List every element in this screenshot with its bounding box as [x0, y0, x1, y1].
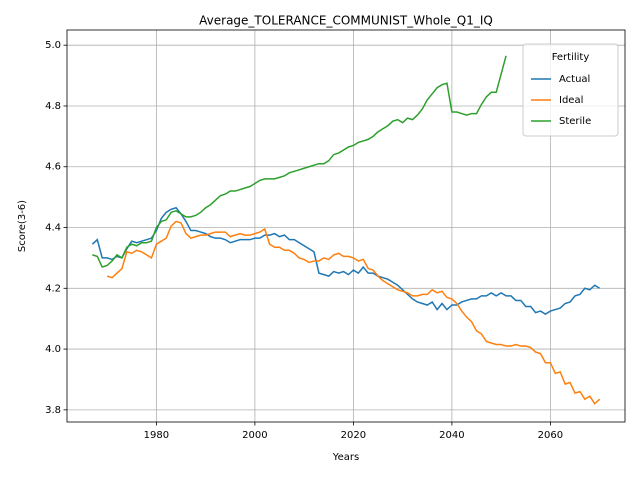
x-tick-label: 2040 [439, 430, 464, 441]
line [106, 220, 601, 405]
legend-title: Fertility [552, 52, 590, 63]
x-tick-label: 2000 [242, 430, 267, 441]
x-axis-label: Years [332, 452, 359, 463]
chart-title: Average_TOLERANCE_COMMUNIST_Whole_Q1_IQ [199, 14, 493, 28]
y-tick-label: 4.4 [45, 223, 61, 234]
y-tick-label: 3.8 [45, 405, 61, 416]
legend-label: Ideal [559, 95, 583, 106]
y-tick-label: 4.6 [45, 162, 61, 173]
x-tick-label: 1980 [144, 430, 169, 441]
y-tick-label: 4.0 [45, 344, 61, 355]
line [91, 206, 601, 316]
y-axis-label: Score(3-6) [17, 200, 28, 252]
legend-label: Sterile [559, 116, 591, 127]
plot-frame [66, 29, 626, 423]
x-tick-label: 2060 [538, 430, 563, 441]
legend-box [522, 43, 619, 137]
legend: Fertility Actual Ideal Sterile [522, 43, 619, 137]
x-tick-label: 2020 [341, 430, 366, 441]
line [92, 55, 507, 268]
y-tick-label: 4.2 [45, 283, 61, 294]
y-tick-label: 4.8 [45, 101, 61, 112]
y-tick-label: 5.0 [45, 40, 61, 51]
legend-label: Actual [559, 74, 590, 85]
